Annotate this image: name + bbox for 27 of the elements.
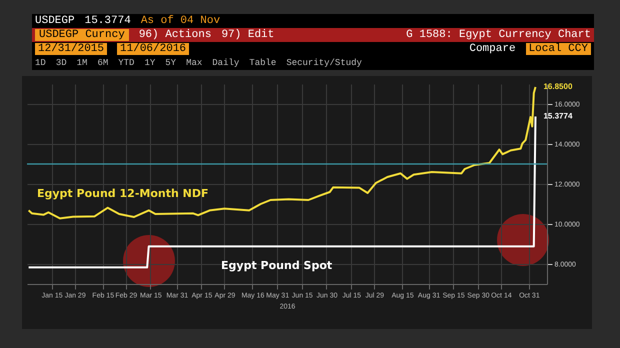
text: 97) Edit xyxy=(221,29,274,41)
text: Security/Study xyxy=(286,58,362,68)
series-label: Egypt Pound 12-Month NDF xyxy=(37,187,208,200)
line-series xyxy=(28,86,536,220)
series-label: Egypt Pound Spot xyxy=(221,259,332,272)
text: 1Y xyxy=(144,58,156,68)
text: 6M xyxy=(97,58,108,68)
text: 1M xyxy=(76,58,88,68)
text: 15.3774 xyxy=(84,15,131,27)
text: USDEGP Curncy xyxy=(35,29,129,41)
text: Table xyxy=(249,58,276,68)
data-label: 16.8500 xyxy=(543,82,573,91)
text: As of 04 Nov xyxy=(140,15,220,27)
text: USDEGP xyxy=(35,15,75,27)
text: YTD xyxy=(118,58,134,68)
text: Local CCY xyxy=(526,43,591,55)
text: 11/06/2016 xyxy=(117,43,190,55)
text: Daily xyxy=(212,58,240,68)
text: Compare xyxy=(469,43,516,55)
text: 3D xyxy=(56,58,67,68)
text: 96) Actions xyxy=(138,29,212,41)
text: Max xyxy=(186,58,202,68)
text: 12/31/2015 xyxy=(35,43,108,55)
text: 1D xyxy=(35,58,46,68)
chart-title: G 1588: Egypt Currency Chart xyxy=(406,29,591,41)
text: 5Y xyxy=(165,58,176,68)
data-label: 15.3774 xyxy=(543,111,573,120)
